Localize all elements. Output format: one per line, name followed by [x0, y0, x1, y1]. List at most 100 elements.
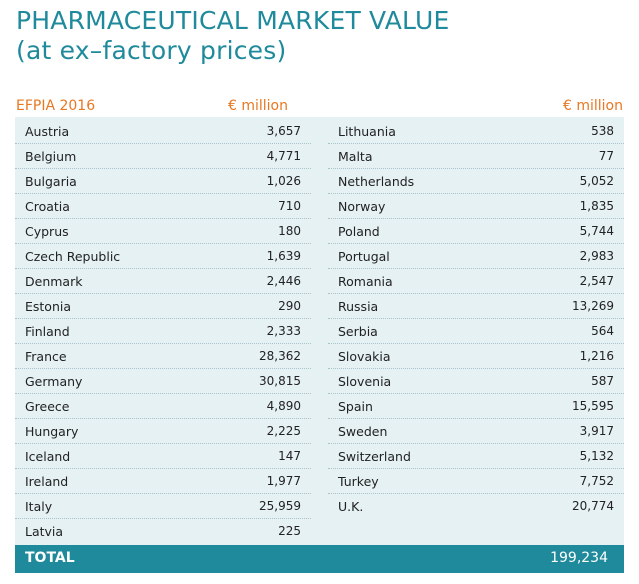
country-name: Germany	[25, 374, 83, 389]
table-row: Sweden 3,917	[328, 419, 624, 444]
market-value: 2,983	[579, 249, 614, 263]
market-value: 1,977	[266, 474, 301, 488]
country-name: Malta	[338, 149, 373, 164]
table-row: Germany 30,815	[15, 369, 311, 394]
country-name: Belgium	[25, 149, 77, 164]
table-row: Bulgaria 1,026	[15, 169, 311, 194]
table-row: Czech Republic 1,639	[15, 244, 311, 269]
market-value: 2,225	[266, 424, 301, 438]
total-value: 199,234	[550, 550, 608, 566]
country-name: Italy	[25, 499, 53, 514]
market-value: 5,132	[579, 449, 614, 463]
table-row: Iceland 147	[15, 444, 311, 469]
table-row: U.K. 20,774	[328, 494, 624, 519]
market-value: 15,595	[572, 399, 614, 413]
market-value: 5,052	[579, 174, 614, 188]
country-name: Slovenia	[338, 374, 392, 389]
market-value: 3,657	[266, 124, 301, 138]
table-row: Romania 2,547	[328, 269, 624, 294]
table-row: Switzerland 5,132	[328, 444, 624, 469]
unit-label-right: € million	[563, 98, 623, 114]
country-name: Ireland	[25, 474, 69, 489]
market-value: 1,835	[579, 199, 614, 213]
market-value: 147	[278, 449, 301, 463]
market-value: 13,269	[572, 299, 614, 313]
country-name: Switzerland	[338, 449, 411, 464]
country-name: Iceland	[25, 449, 71, 464]
country-name: Lithuania	[338, 124, 396, 139]
table-row: Greece 4,890	[15, 394, 311, 419]
table-row: Malta 77	[328, 144, 624, 169]
market-value: 25,959	[259, 499, 301, 513]
table-row: Slovenia 587	[328, 369, 624, 394]
table-row: Spain 15,595	[328, 394, 624, 419]
country-name: Croatia	[25, 199, 70, 214]
market-value: 180	[278, 224, 301, 238]
market-value: 290	[278, 299, 301, 313]
market-value: 2,446	[266, 274, 301, 288]
market-value: 1,026	[266, 174, 301, 188]
table-row: Cyprus 180	[15, 219, 311, 244]
market-value-table: Austria 3,657 Belgium 4,771 Bulgaria 1,026 Cro…	[15, 117, 624, 545]
country-name: Russia	[338, 299, 379, 314]
country-name: Estonia	[25, 299, 72, 314]
table-row: Poland 5,744	[328, 219, 624, 244]
table-row: Italy 25,959	[15, 494, 311, 519]
country-name: France	[25, 349, 67, 364]
market-value: 28,362	[259, 349, 301, 363]
country-name: Cyprus	[25, 224, 69, 239]
country-name: Netherlands	[338, 174, 415, 189]
market-value: 4,771	[266, 149, 301, 163]
market-value: 538	[591, 124, 614, 138]
right-column: Lithuania 538 Malta 77 Netherlands 5,052 Norwa…	[328, 119, 624, 519]
country-name: Finland	[25, 324, 70, 339]
country-name: Greece	[25, 399, 70, 414]
market-value: 3,917	[579, 424, 614, 438]
market-value: 225	[278, 524, 301, 538]
market-value: 1,216	[579, 349, 614, 363]
market-value: 77	[598, 149, 614, 163]
market-value: 4,890	[266, 399, 301, 413]
country-name: Sweden	[338, 424, 388, 439]
total-label: TOTAL	[25, 550, 75, 566]
title-line-1: PHARMACEUTICAL MARKET VALUE	[16, 6, 450, 35]
table-row: Estonia 290	[15, 294, 311, 319]
table-row: Norway 1,835	[328, 194, 624, 219]
table-row: Finland 2,333	[15, 319, 311, 344]
table-row: Latvia 225	[15, 519, 311, 544]
table-row: Ireland 1,977	[15, 469, 311, 494]
country-name: Denmark	[25, 274, 83, 289]
total-row: TOTAL 199,234	[15, 545, 624, 573]
table-header: EFPIA 2016 € million € million	[0, 97, 639, 115]
market-value: 2,547	[579, 274, 614, 288]
table-row: Denmark 2,446	[15, 269, 311, 294]
market-value: 564	[591, 324, 614, 338]
market-value: 7,752	[579, 474, 614, 488]
country-name: Latvia	[25, 524, 64, 539]
market-value: 30,815	[259, 374, 301, 388]
table-row: Hungary 2,225	[15, 419, 311, 444]
country-name: Czech Republic	[25, 249, 121, 264]
table-row: France 28,362	[15, 344, 311, 369]
page-title: PHARMACEUTICAL MARKET VALUE (at ex–facto…	[16, 6, 449, 66]
country-name: Turkey	[338, 474, 379, 489]
country-name: Bulgaria	[25, 174, 77, 189]
country-name: Serbia	[338, 324, 378, 339]
table-row: Serbia 564	[328, 319, 624, 344]
country-name: Poland	[338, 224, 380, 239]
left-column: Austria 3,657 Belgium 4,771 Bulgaria 1,026 Cro…	[15, 119, 311, 544]
country-name: Romania	[338, 274, 393, 289]
table-row: Austria 3,657	[15, 119, 311, 144]
market-value: 710	[278, 199, 301, 213]
unit-label-left: € million	[228, 98, 288, 114]
country-name: Norway	[338, 199, 386, 214]
market-value: 2,333	[266, 324, 301, 338]
table-row: Lithuania 538	[328, 119, 624, 144]
table-row: Netherlands 5,052	[328, 169, 624, 194]
market-value: 1,639	[266, 249, 301, 263]
country-name: Austria	[25, 124, 70, 139]
table-row: Belgium 4,771	[15, 144, 311, 169]
table-row: Croatia 710	[15, 194, 311, 219]
table-row: Turkey 7,752	[328, 469, 624, 494]
table-row: Russia 13,269	[328, 294, 624, 319]
